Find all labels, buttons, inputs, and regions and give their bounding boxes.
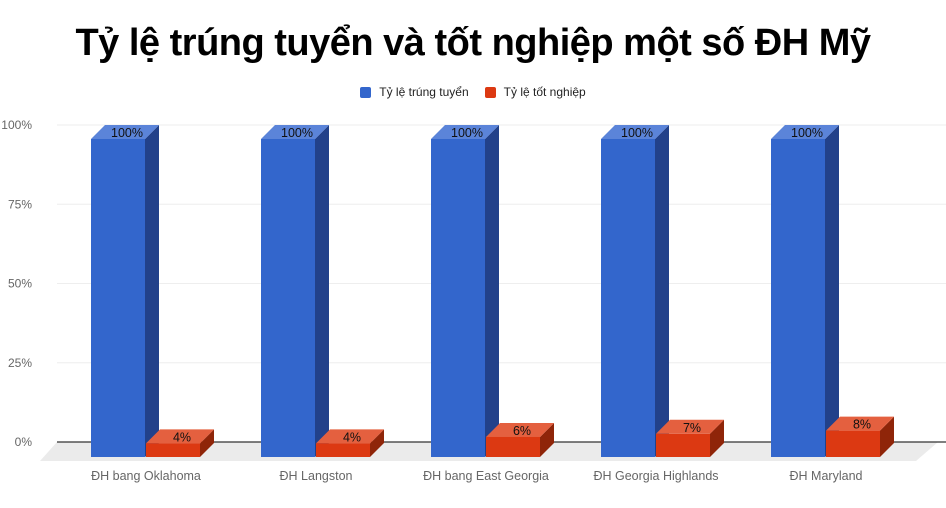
bar-side bbox=[825, 125, 839, 457]
bar-top bbox=[146, 429, 214, 444]
bar-top bbox=[486, 422, 554, 437]
bar-graduation[interactable] bbox=[146, 443, 200, 457]
bar-side bbox=[655, 125, 669, 457]
chart-legend: Tỷ lệ trúng tuyển Tỷ lệ tốt nghiệp bbox=[0, 85, 946, 99]
bar-value-label: 100% bbox=[791, 126, 823, 140]
bar-top bbox=[771, 125, 839, 139]
x-category-label: ĐH Maryland bbox=[790, 469, 863, 483]
legend-swatch-admission bbox=[360, 86, 372, 98]
bar-value-label: 100% bbox=[111, 126, 143, 140]
bar-side bbox=[710, 419, 724, 457]
x-category-label: ĐH bang East Georgia bbox=[423, 469, 549, 483]
bar-value-label: 4% bbox=[343, 430, 361, 444]
bar-value-label: 7% bbox=[683, 421, 701, 435]
bar-top bbox=[431, 125, 499, 139]
bar-side bbox=[370, 429, 384, 457]
legend-label-graduation: Tỷ lệ tốt nghiệp bbox=[503, 85, 586, 99]
x-category-label: ĐH Langston bbox=[280, 469, 353, 483]
bar-side bbox=[315, 125, 329, 457]
bar-graduation[interactable] bbox=[826, 430, 880, 457]
bar-side bbox=[200, 429, 214, 457]
bar-admission[interactable] bbox=[91, 139, 145, 457]
bar-top bbox=[316, 429, 384, 444]
bar-value-label: 100% bbox=[281, 126, 313, 140]
bar-top bbox=[91, 125, 159, 139]
y-tick-label: 0% bbox=[15, 435, 33, 449]
bar-value-label: 6% bbox=[513, 424, 531, 438]
bar-value-label: 100% bbox=[451, 126, 483, 140]
legend-item-graduation[interactable]: Tỷ lệ tốt nghiệp bbox=[484, 85, 586, 99]
bar-value-label: 4% bbox=[173, 430, 191, 444]
bar-graduation[interactable] bbox=[656, 433, 710, 457]
y-tick-label: 100% bbox=[1, 118, 32, 132]
bar-top bbox=[656, 419, 724, 434]
bar-admission[interactable] bbox=[601, 139, 655, 457]
legend-label-admission: Tỷ lệ trúng tuyển bbox=[379, 85, 469, 99]
y-tick-label: 50% bbox=[8, 277, 32, 291]
legend-item-admission[interactable]: Tỷ lệ trúng tuyển bbox=[360, 85, 469, 99]
bar-admission[interactable] bbox=[771, 139, 825, 457]
y-tick-label: 75% bbox=[8, 197, 32, 211]
legend-swatch-graduation bbox=[484, 86, 496, 98]
bar-side bbox=[880, 416, 894, 457]
bar-admission[interactable] bbox=[261, 139, 315, 457]
bar-side bbox=[145, 125, 159, 457]
bar-value-label: 100% bbox=[621, 126, 653, 140]
bar-graduation[interactable] bbox=[316, 443, 370, 457]
bar-side bbox=[540, 422, 554, 457]
bar-side bbox=[485, 125, 499, 457]
bar-top bbox=[601, 125, 669, 139]
x-category-label: ĐH bang Oklahoma bbox=[91, 469, 201, 483]
chart-title: Tỷ lệ trúng tuyển và tốt nghiệp một số Đ… bbox=[75, 22, 871, 64]
y-tick-label: 25% bbox=[8, 356, 32, 370]
bar-top bbox=[261, 125, 329, 139]
bar-admission[interactable] bbox=[431, 139, 485, 457]
bar-graduation[interactable] bbox=[486, 436, 540, 457]
bar-value-label: 8% bbox=[853, 418, 871, 432]
x-category-label: ĐH Georgia Highlands bbox=[593, 469, 718, 483]
bar-top bbox=[826, 416, 894, 431]
